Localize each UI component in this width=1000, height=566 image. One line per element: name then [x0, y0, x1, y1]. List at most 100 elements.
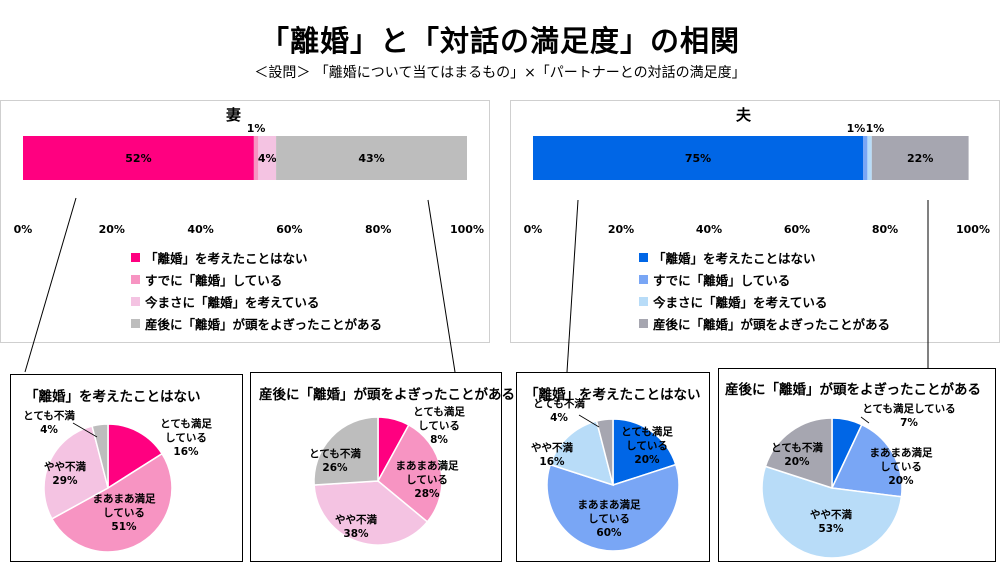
pie-slice-percent: 26%: [322, 462, 348, 474]
pie-slice-percent: 16%: [539, 456, 565, 468]
axis-tick-label: 40%: [696, 223, 722, 236]
pie-slice: [107, 423, 164, 490]
legend-swatch: [639, 296, 648, 306]
pie-slice-percent: 16%: [173, 446, 199, 458]
bar-value-label: 22%: [907, 152, 933, 165]
pie-slice-label: している: [165, 432, 207, 444]
legend-swatch: [639, 318, 648, 328]
pie-title: 「離婚」を考えたことはない: [525, 387, 701, 403]
pie-slice-label: している: [406, 474, 448, 486]
axis-tick-label: 100%: [956, 223, 990, 236]
pie-title: 「離婚」を考えたことはない: [25, 389, 201, 405]
husband-bar-panel: 夫 75% 1% 1% 22% 0% 20% 40% 60% 80% 100% 「離婚」を考えたこ…: [510, 100, 1000, 343]
pie-slice-label: とても不満: [23, 409, 75, 422]
page-subtitle: ＜設問＞ 「離婚について当てはまるもの」×「パートナーとの対話の満足度」: [254, 65, 746, 81]
legend-item: 産後に「離婚」が頭をよぎったことがある: [639, 312, 890, 334]
pie-slice-percent: 20%: [784, 456, 810, 468]
pie-slice-label: とても満足: [160, 417, 212, 430]
pie-slice: [377, 423, 443, 523]
pie-slice-percent: 20%: [634, 454, 660, 466]
legend-swatch: [131, 252, 140, 262]
pie-slice-label: まあまあ満足: [396, 459, 459, 472]
bar-segment: [863, 136, 868, 180]
pie-slice-label: やや不満: [810, 508, 852, 521]
husband-bar-title: 夫: [736, 106, 752, 124]
pie-slice-percent: 4%: [550, 412, 568, 424]
pie-slice: [830, 423, 903, 498]
legend-swatch: [131, 274, 140, 284]
pie-slice-label: やや不満: [531, 441, 573, 454]
axis-tick-label: 80%: [365, 223, 391, 236]
bar-segment: [253, 136, 259, 180]
pie-slice: [43, 425, 109, 520]
bar-value-label: 75%: [685, 152, 711, 165]
pie-slice: [764, 417, 833, 490]
pie-slice: [612, 418, 677, 487]
axis-tick-label: 80%: [872, 223, 898, 236]
husband-pie-box-postpartum: 産後に「離婚」が頭をよぎったことがある とても満足している 7% まあまあ満足 してい…: [718, 368, 996, 562]
legend-label: すでに「離婚」している: [653, 272, 791, 288]
legend-label: すでに「離婚」している: [145, 272, 283, 288]
legend-item: 「離婚」を考えたことはない: [639, 246, 890, 268]
pie-slice-percent: 51%: [111, 521, 137, 533]
legend-item: 今まさに「離婚」を考えている: [131, 290, 382, 312]
bar-value-label: 1%: [866, 122, 885, 135]
wife-stacked-bar-chart: 52% 1% 4% 43% 0% 20% 40% 60% 80% 100%: [14, 122, 484, 236]
axis-tick-label: 60%: [784, 223, 810, 236]
pie-slice-label: とても不満: [309, 447, 361, 460]
legend-swatch: [131, 296, 140, 306]
pie-slice-percent: 53%: [818, 523, 844, 535]
pie-slice-label: とても満足している: [862, 402, 955, 415]
pie-leader-line: [72, 422, 98, 438]
axis-tick-label: 60%: [276, 223, 302, 236]
bar-segment: [871, 136, 969, 180]
pie-slice: [546, 463, 680, 552]
legend-label: 今まさに「離婚」を考えている: [145, 294, 320, 310]
pie-slice-label: とても満足: [413, 405, 465, 418]
pie-slice: [50, 452, 173, 553]
pie-title: 産後に「離婚」が頭をよぎったことがある: [725, 382, 981, 398]
legend-label: 「離婚」を考えたことはない: [653, 250, 816, 266]
husband-pie-box-never: 「離婚」を考えたことはない とても満足 している 20% まあまあ満足 している 60% や…: [516, 372, 710, 562]
legend-swatch: [639, 252, 648, 262]
bar-value-label: 4%: [258, 152, 277, 165]
pie-leader-line: [578, 414, 600, 428]
pie-slice-label: まあまあ満足: [93, 492, 156, 505]
pie-slice-label: している: [626, 440, 668, 452]
pie-slice-label: まあまあ満足: [870, 446, 933, 459]
pie-slice-label: やや不満: [335, 513, 377, 526]
wife-bar-panel: 妻 52% 1% 4% 43% 0% 20% 40% 60% 80% 100% 「離婚」を考えたこ…: [0, 100, 490, 343]
pie-slice: [313, 480, 429, 546]
pie-slice-label: とても不満: [533, 397, 585, 410]
wife-bar-title: 妻: [226, 106, 242, 124]
wife-pie-box-never: 「離婚」を考えたことはない とても満足 している 16% まあまあ満足 している 51% や…: [10, 374, 243, 562]
legend-label: 産後に「離婚」が頭をよぎったことがある: [653, 316, 891, 332]
wife-pie-box-postpartum: 産後に「離婚」が頭をよぎったことがある とても満足 している 8% まあまあ満足 してい…: [250, 372, 515, 562]
husband-stacked-bar-chart: 75% 1% 1% 22% 0% 20% 40% 60% 80% 100%: [524, 122, 990, 236]
axis-tick-label: 0%: [14, 223, 33, 236]
axis-tick-label: 40%: [187, 223, 213, 236]
legend-item: すでに「離婚」している: [131, 268, 382, 290]
pie-slice-label: やや不満: [44, 460, 86, 473]
pie-slice-label: とても満足: [621, 425, 673, 438]
bar-value-label: 1%: [847, 122, 866, 135]
pie-slice-percent: 7%: [900, 417, 918, 429]
bar-segment: [276, 136, 467, 180]
bar-value-label: 1%: [247, 122, 266, 135]
bar-value-label: 52%: [125, 152, 151, 165]
axis-tick-label: 0%: [524, 223, 543, 236]
axis-tick-label: 20%: [99, 223, 125, 236]
husband-legend: 「離婚」を考えたことはない すでに「離婚」している 今まさに「離婚」を考えている…: [639, 246, 890, 334]
legend-swatch: [131, 318, 140, 328]
pie-slice-percent: 38%: [343, 528, 369, 540]
pie-slice: [91, 423, 109, 489]
pie-slice: [549, 420, 615, 487]
axis-tick-label: 20%: [608, 223, 634, 236]
bar-segment: [23, 136, 254, 180]
legend-label: 「離婚」を考えたことはない: [145, 250, 308, 266]
pie-slice-percent: 8%: [430, 434, 448, 446]
legend-item: 今まさに「離婚」を考えている: [639, 290, 890, 312]
